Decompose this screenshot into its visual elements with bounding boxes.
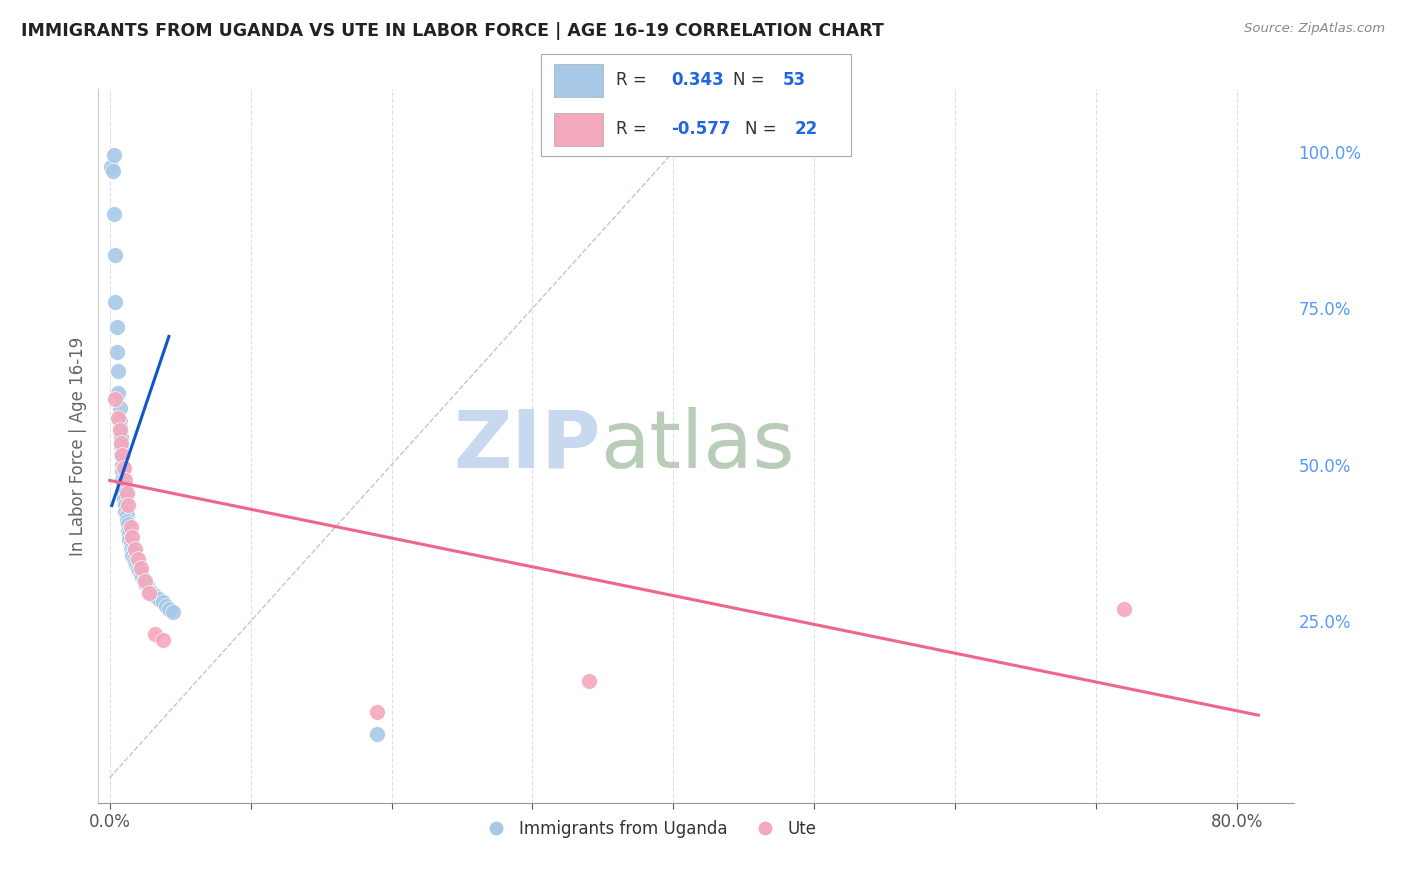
Point <box>118 526 141 541</box>
Text: 53: 53 <box>783 71 806 89</box>
Point <box>107 364 129 378</box>
Point <box>108 423 131 437</box>
Bar <box>554 113 603 145</box>
Point <box>129 561 152 575</box>
Point <box>141 586 163 600</box>
Bar <box>554 64 603 96</box>
Point <box>107 410 129 425</box>
Text: Source: ZipAtlas.com: Source: ZipAtlas.com <box>1244 22 1385 36</box>
Point <box>125 558 148 572</box>
Point <box>110 449 132 463</box>
Point <box>138 586 160 600</box>
Point <box>101 163 124 178</box>
Point <box>578 673 600 688</box>
Point <box>128 564 150 578</box>
Text: atlas: atlas <box>600 407 794 485</box>
Point <box>121 530 143 544</box>
Point <box>148 592 170 607</box>
Point <box>1114 601 1136 615</box>
Point <box>108 414 131 428</box>
Point <box>120 542 142 557</box>
Point <box>366 727 388 741</box>
Point <box>114 499 136 513</box>
Point <box>122 551 145 566</box>
Point <box>108 401 131 416</box>
Point <box>110 439 132 453</box>
Point <box>117 524 139 538</box>
Point <box>138 582 160 597</box>
Text: 22: 22 <box>794 120 818 138</box>
Text: ZIP: ZIP <box>453 407 600 485</box>
Point <box>114 505 136 519</box>
FancyBboxPatch shape <box>541 54 851 156</box>
Text: N =: N = <box>745 120 782 138</box>
Point <box>118 533 141 547</box>
Text: N =: N = <box>733 71 770 89</box>
Point <box>157 601 180 615</box>
Point <box>112 480 135 494</box>
Point <box>124 555 146 569</box>
Point <box>129 567 152 582</box>
Point <box>110 429 132 443</box>
Point <box>143 627 166 641</box>
Point <box>108 420 131 434</box>
Point <box>121 549 143 563</box>
Legend: Immigrants from Uganda, Ute: Immigrants from Uganda, Ute <box>472 814 824 845</box>
Point <box>162 605 184 619</box>
Point <box>105 345 128 359</box>
Point <box>136 580 159 594</box>
Point <box>115 514 138 528</box>
Point <box>107 385 129 400</box>
Point <box>112 461 135 475</box>
Point <box>100 161 122 175</box>
Point <box>155 599 177 613</box>
Point <box>112 486 135 500</box>
Text: -0.577: -0.577 <box>671 120 731 138</box>
Point <box>105 320 128 334</box>
Point <box>366 705 388 719</box>
Point <box>111 464 134 478</box>
Point <box>124 542 146 557</box>
Point <box>152 595 174 609</box>
Text: 0.343: 0.343 <box>671 71 724 89</box>
Point <box>104 248 127 262</box>
Point <box>111 449 134 463</box>
Text: R =: R = <box>616 120 651 138</box>
Text: IMMIGRANTS FROM UGANDA VS UTE IN LABOR FORCE | AGE 16-19 CORRELATION CHART: IMMIGRANTS FROM UGANDA VS UTE IN LABOR F… <box>21 22 884 40</box>
Point <box>110 435 132 450</box>
Point <box>112 492 135 507</box>
Point <box>104 392 127 406</box>
Y-axis label: In Labor Force | Age 16-19: In Labor Force | Age 16-19 <box>69 336 87 556</box>
Point <box>152 633 174 648</box>
Point <box>111 458 134 472</box>
Point <box>115 486 138 500</box>
Point <box>134 576 156 591</box>
Point <box>132 574 155 588</box>
Point <box>114 474 136 488</box>
Point <box>120 520 142 534</box>
Point <box>134 574 156 588</box>
Point <box>115 508 138 522</box>
Point <box>131 570 153 584</box>
Point <box>121 545 143 559</box>
Point <box>111 474 134 488</box>
Point <box>117 499 139 513</box>
Text: R =: R = <box>616 71 651 89</box>
Point <box>117 517 139 532</box>
Point <box>103 148 125 162</box>
Point <box>143 589 166 603</box>
Point <box>120 536 142 550</box>
Point <box>104 295 127 310</box>
Point <box>103 207 125 221</box>
Point <box>127 551 149 566</box>
Point <box>127 561 149 575</box>
